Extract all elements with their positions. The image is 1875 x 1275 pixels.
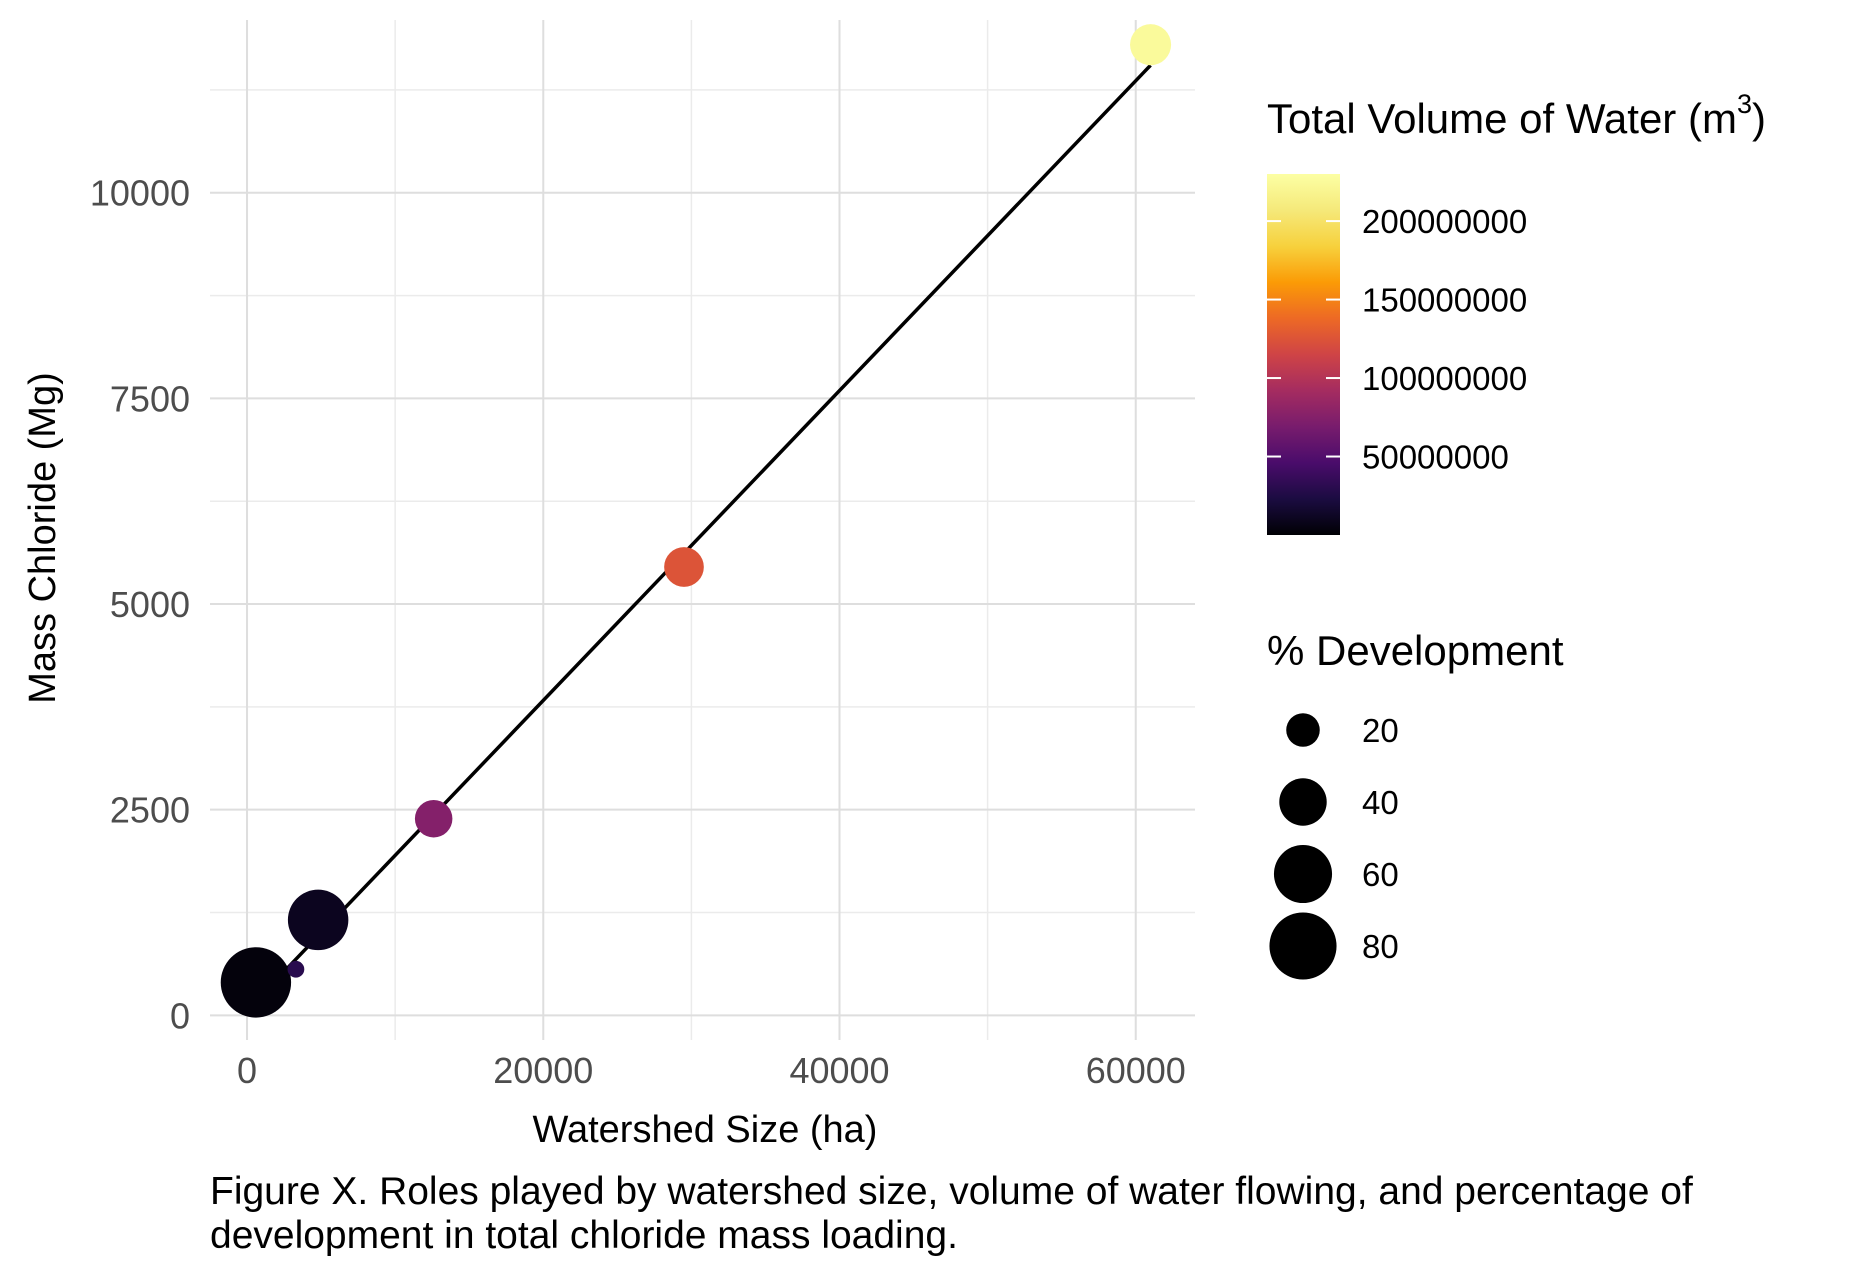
y-tick-label: 0: [170, 995, 190, 1036]
y-tick-label: 5000: [110, 584, 190, 625]
size-legend-label: 60: [1362, 856, 1399, 893]
chart: 0 20000 40000 60000 0 2500 5000 7500 10000 Water…: [22, 20, 1766, 1151]
color-legend-title-sup: 3: [1737, 89, 1752, 119]
colorbar-tick-label: 50000000: [1362, 439, 1509, 476]
data-point: [287, 960, 305, 978]
colorbar-tick-label: 150000000: [1362, 282, 1527, 319]
colorbar: [1267, 174, 1340, 535]
caption-line-2: development in total chloride mass loadi…: [210, 1214, 958, 1257]
x-tick-label: 40000: [789, 1050, 889, 1091]
size-legend-circle: [1286, 713, 1320, 747]
x-tick-label: 60000: [1086, 1050, 1186, 1091]
axes: 0 20000 40000 60000 0 2500 5000 7500 10000: [90, 173, 1186, 1091]
data-point: [287, 889, 349, 951]
x-tick-label: 0: [237, 1050, 257, 1091]
size-legend-label: 20: [1362, 712, 1399, 749]
y-tick-label: 7500: [110, 378, 190, 419]
size-legend-items: 20 40 60 80: [1269, 712, 1399, 980]
data-point: [1130, 24, 1172, 66]
caption-line-1: Figure X. Roles played by watershed size…: [210, 1170, 1693, 1213]
size-legend-circle: [1269, 912, 1337, 980]
size-legend-label: 40: [1362, 784, 1399, 821]
colorbar-tick-label: 100000000: [1362, 360, 1527, 397]
x-tick-label: 20000: [493, 1050, 593, 1091]
data-point: [414, 799, 453, 838]
y-tick-label: 10000: [90, 173, 190, 214]
figure-caption: Figure X. Roles played by watershed size…: [210, 1170, 1850, 1258]
y-tick-label: 2500: [110, 790, 190, 831]
data-point: [220, 947, 292, 1018]
colorbar-tick-label: 200000000: [1362, 203, 1527, 240]
color-legend-title-end: ): [1752, 95, 1766, 142]
grid: [210, 20, 1195, 1040]
color-legend-title-text: Total Volume of Water (m: [1267, 95, 1737, 142]
size-legend-circle: [1273, 844, 1333, 904]
size-legend-circle: [1279, 778, 1327, 826]
trend-line: [272, 64, 1152, 984]
size-legend-label: 80: [1362, 928, 1399, 965]
color-legend: Total Volume of Water (m3) 50000000 10000…: [1267, 89, 1766, 535]
y-axis-title: Mass Chloride (Mg): [22, 372, 64, 704]
size-legend: % Development 20 40 60 80: [1267, 627, 1564, 980]
size-legend-title: % Development: [1267, 627, 1564, 674]
colorbar-ticks: 50000000 100000000 150000000 200000000: [1267, 203, 1527, 476]
x-axis-title: Watershed Size (ha): [533, 1109, 878, 1151]
trend-layer: [272, 64, 1152, 984]
points-layer: [220, 24, 1172, 1018]
color-legend-title: Total Volume of Water (m3): [1267, 89, 1766, 142]
data-point: [664, 547, 704, 587]
